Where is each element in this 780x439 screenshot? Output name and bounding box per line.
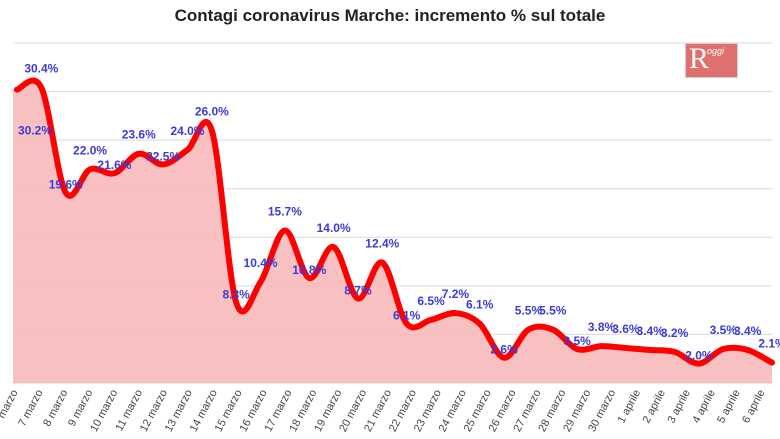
data-label: 3.6% bbox=[612, 322, 640, 336]
data-label: 5.5% bbox=[539, 304, 567, 318]
data-label: 7.2% bbox=[442, 287, 470, 301]
chart-title: Contagi coronavirus Marche: incremento %… bbox=[174, 6, 606, 25]
x-tick-label: 6 aprile bbox=[740, 388, 768, 425]
data-label: 2.6% bbox=[490, 343, 518, 357]
data-label: 23.6% bbox=[122, 128, 156, 142]
logo-letter: R bbox=[689, 42, 710, 75]
x-tick-label: marzo bbox=[0, 388, 21, 421]
data-label: 14.0% bbox=[317, 221, 351, 235]
data-label: 6.1% bbox=[393, 309, 421, 323]
data-label: 26.0% bbox=[195, 104, 229, 118]
data-label: 5.5% bbox=[515, 304, 543, 318]
x-tick-label: 5 aprile bbox=[715, 388, 743, 425]
x-tick-label: 3 aprile bbox=[665, 388, 693, 425]
data-label: 30.4% bbox=[24, 62, 58, 76]
x-tick-label: 4 aprile bbox=[690, 388, 718, 425]
data-label: 8.3% bbox=[223, 287, 251, 301]
data-label: 2.1% bbox=[758, 337, 780, 351]
data-label: 22.5% bbox=[146, 149, 180, 163]
data-label: 22.0% bbox=[73, 143, 107, 157]
roggi-logo: R oggi bbox=[685, 42, 738, 78]
data-label: 3.5% bbox=[710, 323, 738, 337]
series-line bbox=[14, 77, 775, 367]
data-label: 21.6% bbox=[97, 158, 131, 172]
data-label: 3.5% bbox=[563, 334, 591, 348]
data-label: 6.5% bbox=[417, 294, 445, 308]
data-label: 24.0% bbox=[170, 124, 204, 138]
data-label: 12.4% bbox=[365, 237, 399, 251]
data-label: 3.4% bbox=[637, 324, 665, 338]
data-label: 2.0% bbox=[685, 349, 713, 363]
data-label: 8.7% bbox=[344, 283, 372, 297]
area-fill bbox=[13, 80, 772, 383]
data-label: 19.6% bbox=[49, 178, 83, 192]
data-label: 30.2% bbox=[18, 124, 52, 138]
data-label: 3.8% bbox=[588, 320, 616, 334]
data-label: 10.8% bbox=[292, 263, 326, 277]
data-labels: 30.2% 30.4% 19.6% 22.0%21.6% 23.6% 22.5% 24.0%… bbox=[18, 62, 780, 363]
x-tick-label: 2 aprile bbox=[641, 388, 669, 425]
data-label: 3.4% bbox=[734, 324, 762, 338]
data-label: 3.2% bbox=[661, 326, 689, 340]
logo-suffix: oggi bbox=[707, 46, 725, 56]
data-label: 6.1% bbox=[466, 298, 494, 312]
x-tick-label: 1 aprile bbox=[616, 388, 644, 425]
data-label: 10.4% bbox=[244, 256, 278, 270]
data-label: 15.7% bbox=[268, 204, 302, 218]
